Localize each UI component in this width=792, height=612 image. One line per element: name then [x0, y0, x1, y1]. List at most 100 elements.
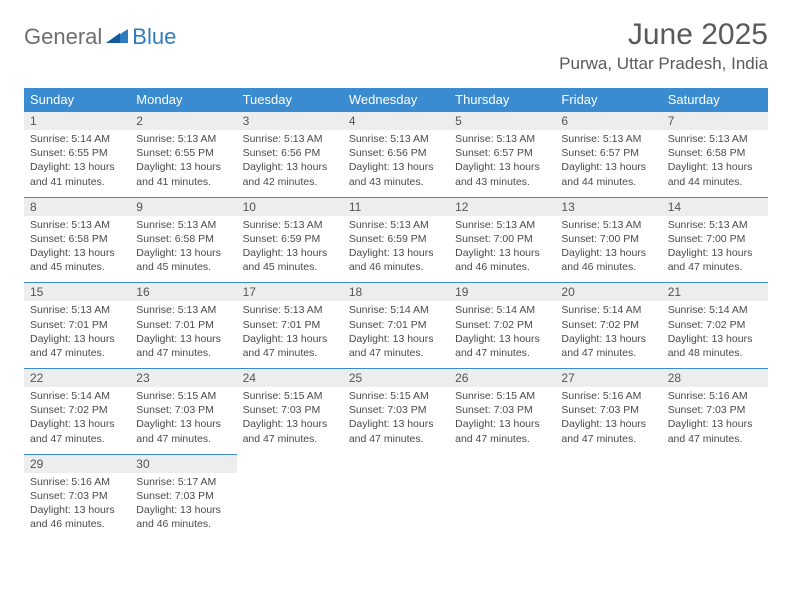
sunset-line: Sunset: 7:02 PM	[30, 403, 124, 417]
day-number	[449, 454, 555, 473]
day-number: 1	[24, 112, 130, 131]
sunset-line: Sunset: 6:57 PM	[561, 146, 655, 160]
day-number: 6	[555, 112, 661, 131]
day-cell: Sunrise: 5:15 AMSunset: 7:03 PMDaylight:…	[343, 387, 449, 454]
day-cell: Sunrise: 5:13 AMSunset: 6:57 PMDaylight:…	[449, 130, 555, 197]
daylight-line: Daylight: 13 hours and 44 minutes.	[668, 160, 762, 188]
weekday-header: Monday	[130, 88, 236, 112]
day-cell: Sunrise: 5:13 AMSunset: 6:55 PMDaylight:…	[130, 130, 236, 197]
daylight-line: Daylight: 13 hours and 47 minutes.	[136, 417, 230, 445]
sunset-line: Sunset: 6:57 PM	[455, 146, 549, 160]
day-body-row: Sunrise: 5:14 AMSunset: 7:02 PMDaylight:…	[24, 387, 768, 454]
sunset-line: Sunset: 6:55 PM	[136, 146, 230, 160]
day-cell: Sunrise: 5:17 AMSunset: 7:03 PMDaylight:…	[130, 473, 236, 540]
sunrise-line: Sunrise: 5:14 AM	[668, 303, 762, 317]
daylight-line: Daylight: 13 hours and 47 minutes.	[455, 332, 549, 360]
day-number: 12	[449, 197, 555, 216]
day-cell	[662, 473, 768, 540]
sunrise-line: Sunrise: 5:13 AM	[136, 132, 230, 146]
sunrise-line: Sunrise: 5:13 AM	[455, 132, 549, 146]
day-number: 4	[343, 112, 449, 131]
daylight-line: Daylight: 13 hours and 45 minutes.	[243, 246, 337, 274]
sunrise-line: Sunrise: 5:13 AM	[668, 132, 762, 146]
sunrise-line: Sunrise: 5:14 AM	[30, 389, 124, 403]
day-cell: Sunrise: 5:14 AMSunset: 7:02 PMDaylight:…	[449, 301, 555, 368]
daylight-line: Daylight: 13 hours and 44 minutes.	[561, 160, 655, 188]
sunset-line: Sunset: 7:01 PM	[30, 318, 124, 332]
day-number: 13	[555, 197, 661, 216]
day-number: 15	[24, 283, 130, 302]
day-number-row: 15161718192021	[24, 283, 768, 302]
sunrise-line: Sunrise: 5:13 AM	[30, 303, 124, 317]
day-cell: Sunrise: 5:13 AMSunset: 6:58 PMDaylight:…	[24, 216, 130, 283]
month-title: June 2025	[559, 18, 768, 52]
daylight-line: Daylight: 13 hours and 45 minutes.	[30, 246, 124, 274]
title-block: June 2025 Purwa, Uttar Pradesh, India	[559, 18, 768, 74]
sunrise-line: Sunrise: 5:16 AM	[668, 389, 762, 403]
daylight-line: Daylight: 13 hours and 42 minutes.	[243, 160, 337, 188]
weekday-header: Wednesday	[343, 88, 449, 112]
day-number: 14	[662, 197, 768, 216]
day-cell: Sunrise: 5:13 AMSunset: 7:01 PMDaylight:…	[130, 301, 236, 368]
sunset-line: Sunset: 7:01 PM	[243, 318, 337, 332]
day-number	[555, 454, 661, 473]
day-number: 3	[237, 112, 343, 131]
sunrise-line: Sunrise: 5:16 AM	[561, 389, 655, 403]
day-number: 28	[662, 369, 768, 388]
sunset-line: Sunset: 6:59 PM	[243, 232, 337, 246]
sunrise-line: Sunrise: 5:13 AM	[30, 218, 124, 232]
daylight-line: Daylight: 13 hours and 41 minutes.	[136, 160, 230, 188]
day-number: 27	[555, 369, 661, 388]
day-number: 22	[24, 369, 130, 388]
day-body-row: Sunrise: 5:13 AMSunset: 6:58 PMDaylight:…	[24, 216, 768, 283]
sunset-line: Sunset: 7:03 PM	[455, 403, 549, 417]
daylight-line: Daylight: 13 hours and 46 minutes.	[455, 246, 549, 274]
sunset-line: Sunset: 7:03 PM	[136, 403, 230, 417]
day-number: 5	[449, 112, 555, 131]
day-number: 9	[130, 197, 236, 216]
daylight-line: Daylight: 13 hours and 47 minutes.	[30, 417, 124, 445]
sunset-line: Sunset: 7:03 PM	[243, 403, 337, 417]
logo-text-general: General	[24, 24, 102, 50]
daylight-line: Daylight: 13 hours and 46 minutes.	[30, 503, 124, 531]
day-cell: Sunrise: 5:13 AMSunset: 7:00 PMDaylight:…	[555, 216, 661, 283]
day-cell: Sunrise: 5:13 AMSunset: 6:58 PMDaylight:…	[130, 216, 236, 283]
daylight-line: Daylight: 13 hours and 43 minutes.	[349, 160, 443, 188]
day-cell: Sunrise: 5:14 AMSunset: 7:02 PMDaylight:…	[555, 301, 661, 368]
day-cell: Sunrise: 5:16 AMSunset: 7:03 PMDaylight:…	[24, 473, 130, 540]
sunset-line: Sunset: 7:00 PM	[668, 232, 762, 246]
sunset-line: Sunset: 7:00 PM	[561, 232, 655, 246]
sunrise-line: Sunrise: 5:14 AM	[561, 303, 655, 317]
daylight-line: Daylight: 13 hours and 46 minutes.	[136, 503, 230, 531]
sunrise-line: Sunrise: 5:13 AM	[349, 218, 443, 232]
day-cell: Sunrise: 5:15 AMSunset: 7:03 PMDaylight:…	[130, 387, 236, 454]
day-cell: Sunrise: 5:13 AMSunset: 7:00 PMDaylight:…	[662, 216, 768, 283]
sunrise-line: Sunrise: 5:14 AM	[30, 132, 124, 146]
sunrise-line: Sunrise: 5:13 AM	[455, 218, 549, 232]
day-cell: Sunrise: 5:13 AMSunset: 7:01 PMDaylight:…	[24, 301, 130, 368]
day-body-row: Sunrise: 5:14 AMSunset: 6:55 PMDaylight:…	[24, 130, 768, 197]
sunrise-line: Sunrise: 5:13 AM	[136, 303, 230, 317]
daylight-line: Daylight: 13 hours and 47 minutes.	[30, 332, 124, 360]
day-cell: Sunrise: 5:13 AMSunset: 6:59 PMDaylight:…	[343, 216, 449, 283]
day-cell: Sunrise: 5:13 AMSunset: 6:58 PMDaylight:…	[662, 130, 768, 197]
daylight-line: Daylight: 13 hours and 47 minutes.	[136, 332, 230, 360]
sunrise-line: Sunrise: 5:13 AM	[243, 132, 337, 146]
logo-text-blue: Blue	[132, 24, 176, 50]
day-cell: Sunrise: 5:14 AMSunset: 7:02 PMDaylight:…	[24, 387, 130, 454]
logo: General Blue	[24, 18, 176, 50]
day-cell: Sunrise: 5:13 AMSunset: 6:57 PMDaylight:…	[555, 130, 661, 197]
sunrise-line: Sunrise: 5:13 AM	[561, 132, 655, 146]
sunset-line: Sunset: 7:03 PM	[349, 403, 443, 417]
day-cell: Sunrise: 5:16 AMSunset: 7:03 PMDaylight:…	[662, 387, 768, 454]
daylight-line: Daylight: 13 hours and 47 minutes.	[243, 417, 337, 445]
day-cell: Sunrise: 5:15 AMSunset: 7:03 PMDaylight:…	[237, 387, 343, 454]
day-cell: Sunrise: 5:14 AMSunset: 6:55 PMDaylight:…	[24, 130, 130, 197]
daylight-line: Daylight: 13 hours and 47 minutes.	[349, 417, 443, 445]
day-number: 20	[555, 283, 661, 302]
sunset-line: Sunset: 7:01 PM	[136, 318, 230, 332]
sunset-line: Sunset: 6:56 PM	[349, 146, 443, 160]
daylight-line: Daylight: 13 hours and 47 minutes.	[561, 417, 655, 445]
day-cell	[449, 473, 555, 540]
daylight-line: Daylight: 13 hours and 47 minutes.	[243, 332, 337, 360]
